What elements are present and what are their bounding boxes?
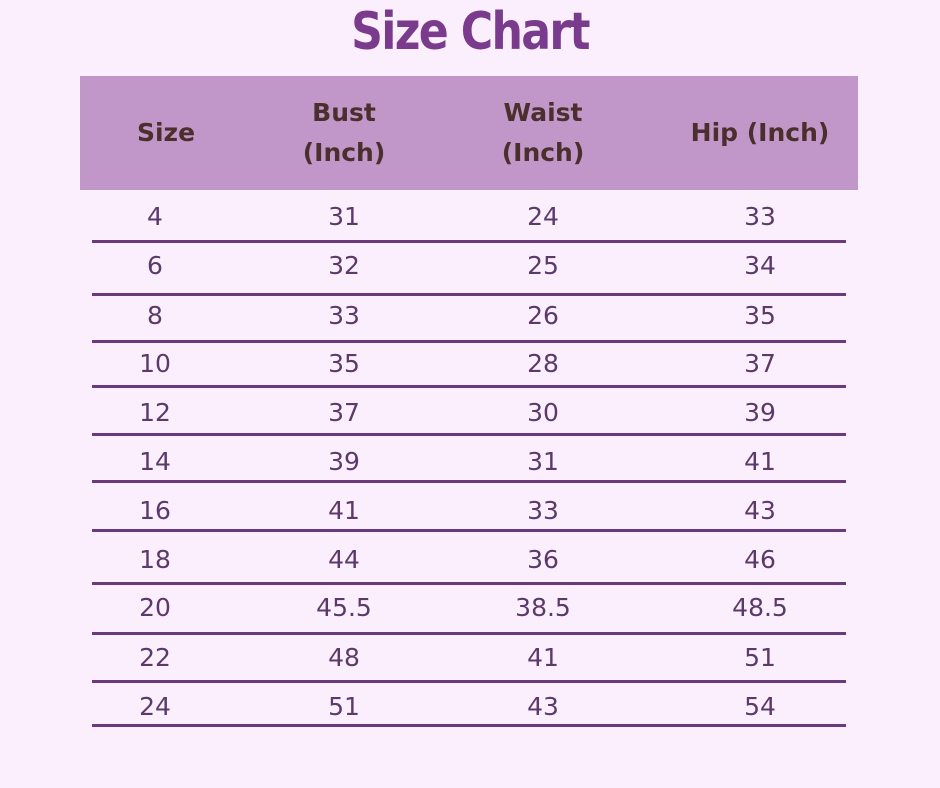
table-cell: 35 xyxy=(328,349,360,378)
table-cell: 37 xyxy=(744,349,776,378)
table-cell: 35 xyxy=(744,301,776,330)
column-header: Size xyxy=(136,118,196,147)
table-cell: 10 xyxy=(139,349,171,378)
table-cell: 54 xyxy=(744,692,776,721)
table-cell: 31 xyxy=(328,202,360,231)
table-row: 4 31 24 33 xyxy=(0,197,940,237)
row-divider xyxy=(92,293,846,296)
row-divider xyxy=(92,529,846,532)
table-cell: 39 xyxy=(744,398,776,427)
table-cell: 8 xyxy=(147,301,163,330)
row-divider xyxy=(92,582,846,585)
table-cell: 30 xyxy=(527,398,559,427)
table-cell: 51 xyxy=(328,692,360,721)
row-divider xyxy=(92,632,846,635)
table-row: 6 32 25 34 xyxy=(0,246,940,286)
page-title: Size Chart xyxy=(351,2,590,62)
table-cell: 25 xyxy=(527,251,559,280)
table-cell: 6 xyxy=(147,251,163,280)
table-cell: 43 xyxy=(527,692,559,721)
table-cell: 48 xyxy=(328,643,360,672)
table-cell: 44 xyxy=(328,545,360,574)
row-divider xyxy=(92,240,846,243)
table-cell: 39 xyxy=(328,447,360,476)
row-divider xyxy=(92,724,846,727)
table-cell: 36 xyxy=(527,545,559,574)
table-row: 18 44 36 46 xyxy=(0,540,940,580)
table-cell: 24 xyxy=(527,202,559,231)
table-cell: 16 xyxy=(139,496,171,525)
table-row: 20 45.5 38.5 48.5 xyxy=(0,588,940,628)
table-cell: 32 xyxy=(328,251,360,280)
table-row: 16 41 33 43 xyxy=(0,491,940,531)
table-cell: 43 xyxy=(744,496,776,525)
table-cell: 48.5 xyxy=(732,593,788,622)
column-header: Bust (Inch) xyxy=(302,98,386,167)
row-divider xyxy=(92,385,846,388)
column-header: Waist (Inch) xyxy=(501,98,585,167)
table-row: 8 33 26 35 xyxy=(0,296,940,336)
table-cell: 41 xyxy=(328,496,360,525)
table-cell: 41 xyxy=(744,447,776,476)
table-cell: 34 xyxy=(744,251,776,280)
table-row: 12 37 30 39 xyxy=(0,393,940,433)
table-header: Size Bust (Inch) Waist (Inch) Hip (Inch) xyxy=(80,76,858,190)
table-cell: 18 xyxy=(139,545,171,574)
row-divider xyxy=(92,480,846,483)
table-row: 22 48 41 51 xyxy=(0,638,940,678)
row-divider xyxy=(92,680,846,683)
table-cell: 24 xyxy=(139,692,171,721)
table-row: 10 35 28 37 xyxy=(0,344,940,384)
table-cell: 20 xyxy=(139,593,171,622)
table-cell: 26 xyxy=(527,301,559,330)
table-cell: 46 xyxy=(744,545,776,574)
table-cell: 33 xyxy=(744,202,776,231)
table-cell: 33 xyxy=(328,301,360,330)
table-cell: 38.5 xyxy=(515,593,571,622)
table-row: 14 39 31 41 xyxy=(0,442,940,482)
table-cell: 33 xyxy=(527,496,559,525)
row-divider xyxy=(92,340,846,343)
table-cell: 12 xyxy=(139,398,171,427)
table-cell: 41 xyxy=(527,643,559,672)
table-cell: 28 xyxy=(527,349,559,378)
row-divider xyxy=(92,433,846,436)
table-cell: 22 xyxy=(139,643,171,672)
table-cell: 51 xyxy=(744,643,776,672)
table-cell: 31 xyxy=(527,447,559,476)
column-header: Hip (Inch) xyxy=(690,118,830,147)
table-cell: 45.5 xyxy=(316,593,372,622)
table-cell: 14 xyxy=(139,447,171,476)
table-cell: 4 xyxy=(147,202,163,231)
table-row: 24 51 43 54 xyxy=(0,687,940,727)
table-cell: 37 xyxy=(328,398,360,427)
